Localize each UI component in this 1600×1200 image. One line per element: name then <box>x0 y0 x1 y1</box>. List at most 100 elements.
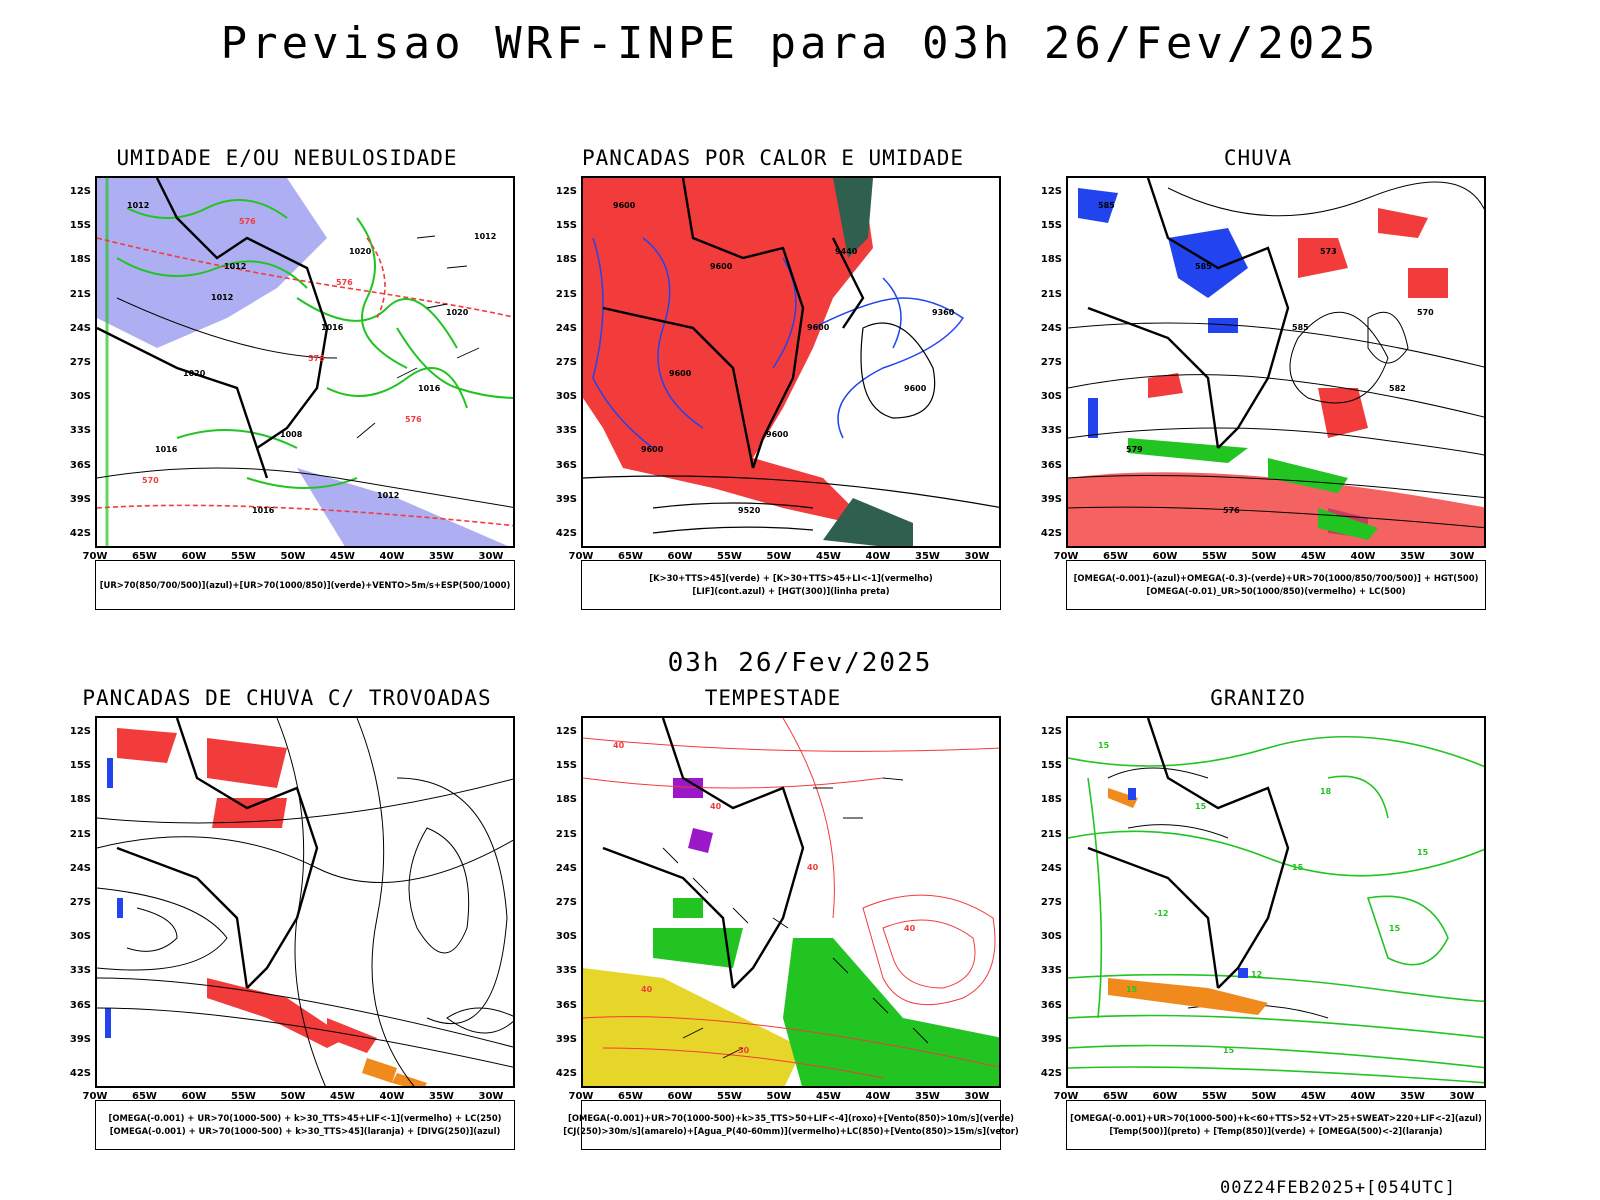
lat-tick-label: 15S <box>555 760 577 772</box>
contour-label: 1020 <box>446 308 469 317</box>
panel-title: PANCADAS POR CALOR E UMIDADE <box>581 146 964 170</box>
contour-label: 1016 <box>418 384 441 393</box>
lon-tick-label: 35W <box>1400 551 1425 562</box>
legend-line: [Temp(500)](preto) + [Temp(850)](verde) … <box>1109 1126 1443 1136</box>
lon-tick-label: 50W <box>766 1091 792 1102</box>
lat-tick-label: 36S <box>1040 459 1062 471</box>
contour-label: 9440 <box>835 247 858 256</box>
contour-label: 15 <box>1098 741 1110 750</box>
lat-tick-label: 30S <box>1040 391 1062 403</box>
contour-label: 9520 <box>738 506 761 515</box>
contour-label: 1016 <box>321 323 344 332</box>
lat-tick-label: 15S <box>1040 220 1062 232</box>
lat-tick-label: 30S <box>69 391 91 403</box>
lon-tick-label: 35W <box>1400 1091 1425 1102</box>
lat-tick-label: 15S <box>69 760 91 772</box>
contour-label: 9600 <box>766 430 789 439</box>
contour-label: 585 <box>1195 262 1212 271</box>
legend-line: [OMEGA(-0.001)+UR>70(1000-500)+k>35_TTS>… <box>568 1113 1014 1123</box>
contour-label: 585 <box>1292 323 1309 332</box>
lon-tick-label: 35W <box>915 1091 940 1102</box>
lon-tick-label: 45W <box>1301 1091 1326 1102</box>
lon-tick-label: 50W <box>1251 1091 1277 1102</box>
map-pancadas-calor: 9600 9600 9600 9600 9600 9520 9440 9360 9600 9600 <box>581 176 1001 548</box>
contour-label: 576 <box>336 278 353 287</box>
lon-tick-label: 70W <box>82 551 108 562</box>
lat-tick-label: 27S <box>69 897 91 908</box>
legend-granizo: [OMEGA(-0.001)+UR>70(1000-500)+k<60+TTS>… <box>1066 1100 1486 1150</box>
lat-tick-label: 24S <box>1040 322 1062 334</box>
legend-line: [K>30+TTS>45](verde) + [K>30+TTS>45+LI<-… <box>649 573 933 583</box>
lon-tick-label: 65W <box>132 1091 157 1102</box>
map-graphic: 15 15 15 15 15 15 18 15 -12 12 <box>1068 718 1484 1084</box>
contour-label: 585 <box>1098 201 1115 210</box>
contour-label: 40 <box>807 863 819 872</box>
lat-tick-label: 39S <box>1040 1033 1062 1045</box>
contour-label: 570 <box>1417 308 1434 317</box>
lon-tick-label: 60W <box>1152 1091 1178 1102</box>
run-timestamp: 00Z24FEB2025+[054UTC] <box>1220 1178 1456 1198</box>
contour-label: 40 <box>641 985 653 994</box>
lon-tick-label: 60W <box>667 551 693 562</box>
lon-tick-label: 40W <box>865 551 891 562</box>
lon-tick-label: 30W <box>478 1091 504 1102</box>
lon-tick-label: 65W <box>1103 1091 1128 1102</box>
lat-tick-label: 12S <box>69 186 91 197</box>
lat-tick-label: 39S <box>69 493 91 505</box>
panel-pancadas-calor: PANCADAS POR CALOR E UMIDADE <box>543 146 1003 626</box>
panel-pancadas-trovoadas: PANCADAS DE CHUVA C/ TROVOADAS <box>57 686 517 1166</box>
legend-line: [OMEGA(-0.001)-(azul)+OMEGA(-0.3)-(verde… <box>1073 573 1479 583</box>
lon-tick-label: 35W <box>429 551 454 562</box>
contour-label: 1012 <box>211 293 233 302</box>
main-title: Previsao WRF-INPE para 03h 26/Fev/2025 <box>220 18 1380 69</box>
legend-line: [UR>70(850/700/500)](azul)+[UR>70(1000/8… <box>99 579 511 590</box>
contour-label: 1020 <box>183 369 206 378</box>
lat-tick-label: 18S <box>69 254 91 266</box>
lat-tick-label: 18S <box>1040 254 1062 266</box>
lon-tick-label: 30W <box>1449 551 1475 562</box>
lon-tick-label: 30W <box>1449 1091 1475 1102</box>
lat-tick-label: 21S <box>69 288 91 300</box>
lat-tick-label: 42S <box>1040 528 1062 539</box>
lon-tick-label: 30W <box>478 551 504 562</box>
lon-tick-label: 35W <box>429 1091 454 1102</box>
lat-tick-label: 33S <box>1040 425 1062 437</box>
contour-label: 1012 <box>127 201 149 210</box>
contour-label: 576 <box>1223 506 1240 515</box>
legend-line: [LIF](cont.azul) + [HGT(300)](linha pret… <box>692 586 890 596</box>
lat-tick-label: 27S <box>1040 357 1062 368</box>
lon-tick-label: 55W <box>231 551 256 562</box>
lon-tick-label: 50W <box>280 1091 306 1102</box>
contour-label: 1020 <box>349 247 372 256</box>
contour-label: 12 <box>1251 970 1262 979</box>
contour-label: 40 <box>710 802 722 811</box>
map-graphic <box>97 718 513 1086</box>
lon-tick-label: 60W <box>1152 551 1178 562</box>
contour-label: 9600 <box>807 323 830 332</box>
legend-chuva: [OMEGA(-0.001)-(azul)+OMEGA(-0.3)-(verde… <box>1066 560 1486 610</box>
lon-tick-label: 65W <box>618 551 643 562</box>
legend-line: [OMEGA(-0.001) + UR>70(1000-500) + k>30_… <box>109 1126 501 1136</box>
map-chuva: 585 585 585 582 579 576 573 570 <box>1066 176 1486 548</box>
contour-label: 9600 <box>904 384 927 393</box>
lon-tick-label: 70W <box>568 1091 594 1102</box>
contour-label: -12 <box>1154 909 1168 918</box>
lon-tick-label: 65W <box>132 551 157 562</box>
lon-tick-label: 70W <box>1053 551 1079 562</box>
legend-line: [CJ(250)>30m/s](amarelo)+[Agua_P(40-60mm… <box>563 1126 1019 1136</box>
contour-label: 582 <box>1389 384 1406 393</box>
lat-tick-label: 33S <box>69 425 91 437</box>
lat-tick-label: 12S <box>69 726 91 737</box>
lat-tick-label: 42S <box>555 528 577 539</box>
lon-tick-label: 35W <box>915 551 940 562</box>
map-umidade: 1012 1012 1016 1016 1016 1016 1020 1020 1020 1008… <box>95 176 515 548</box>
lat-tick-label: 18S <box>555 794 577 806</box>
lat-tick-label: 27S <box>555 357 577 368</box>
map-granizo: 15 15 15 15 15 15 18 15 -12 12 <box>1066 716 1486 1088</box>
lon-tick-label: 45W <box>1301 551 1326 562</box>
map-graphic: 1012 1012 1016 1016 1016 1016 1020 1020 1020 1008… <box>97 178 513 546</box>
lat-tick-label: 27S <box>69 357 91 368</box>
lat-tick-label: 36S <box>69 999 91 1011</box>
panel-chuva: CHUVA <box>1028 146 1488 626</box>
contour-label: 15 <box>1195 802 1207 811</box>
